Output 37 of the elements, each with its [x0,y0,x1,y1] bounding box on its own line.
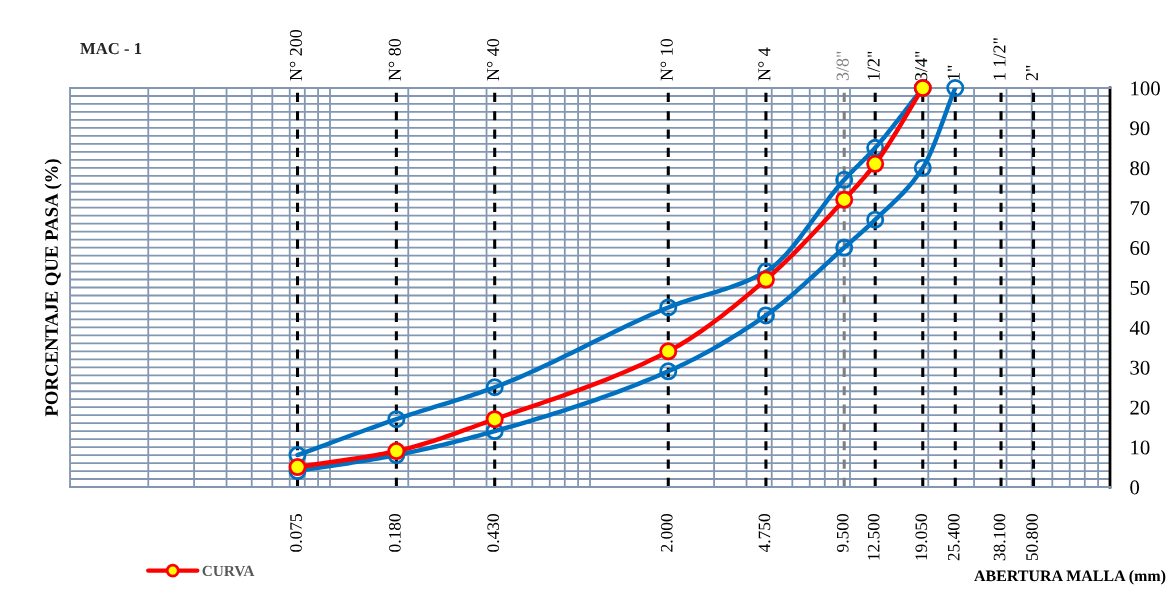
annotation: 3/4" [915,51,928,81]
y-tick-label: 50 [1130,280,1150,295]
annotation: N° 200 [289,29,303,81]
annotation: N° 4 [758,47,771,81]
x-tick-label: 25.400 [947,514,960,561]
annotation: 2" [1025,65,1038,81]
x-tick-label: 50.800 [1026,514,1038,561]
y-tick-label: 40 [1129,320,1150,335]
x-tick-label: 0.430 [487,514,500,552]
legend-label: CURVA [202,565,255,577]
y-axis-title: PORCENTAJE QUE PASA (%) [44,159,62,417]
x-tick-label: 9.500 [836,514,849,552]
annotation: 1/2" [867,51,880,80]
annotation: N° 10 [660,38,673,81]
x-axis-title: ABERTURA MALLA (mm) [974,570,1166,585]
y-tick-label: 80 [1130,161,1150,176]
x-tick-label: 2.000 [660,514,673,552]
annotation: 1 1/2" [993,38,1006,80]
x-tick-label: 12.500 [867,514,880,560]
x-tick-label: 0.180 [389,514,401,552]
y-tick-label: 0 [1130,480,1140,495]
y-tick-label: 20 [1130,400,1150,415]
y-tick-label: 60 [1130,240,1150,256]
annotation: 1" [947,65,960,80]
annotation: 3/8" [836,51,849,81]
y-tick-label: 10 [1131,440,1150,455]
y-tick-label: 70 [1130,201,1150,216]
annotation: N° 80 [388,38,401,81]
x-tick-label: 38.100 [993,514,1006,561]
y-tick-label: 100 [1131,81,1160,96]
chart-title: MAC - 1 [80,42,142,55]
annotation: N° 40 [487,38,500,81]
x-tick-label: 4.750 [758,514,771,553]
x-tick-label: 19.050 [915,514,928,560]
x-tick-label: 0.075 [290,514,302,552]
y-tick-label: 90 [1130,121,1150,136]
y-tick-label: 30 [1130,360,1150,375]
